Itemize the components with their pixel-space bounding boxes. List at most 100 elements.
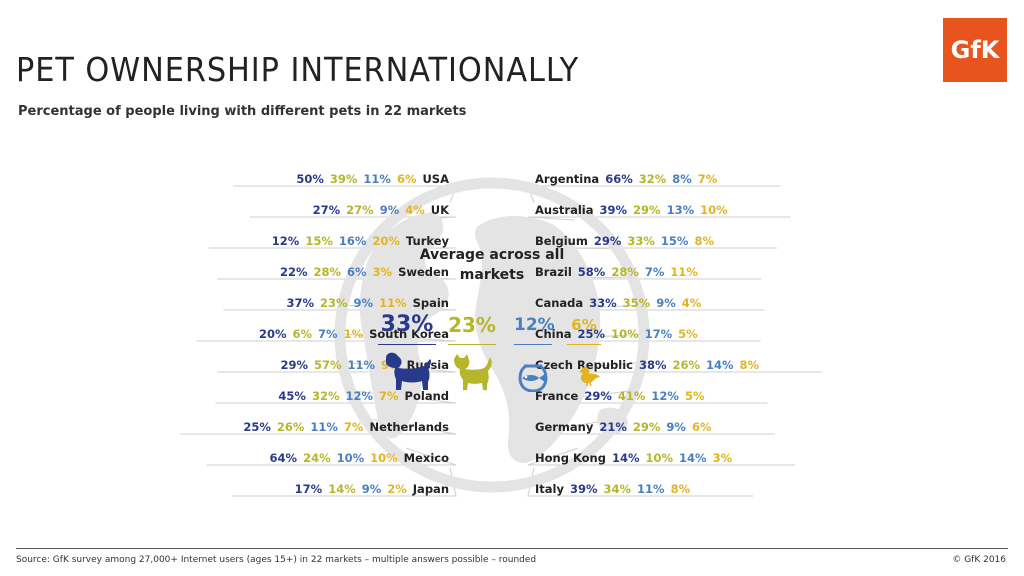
country-row-belgium: Belgium 29% 33% 15% 8% <box>532 232 717 250</box>
dog-value: 25% <box>243 420 271 434</box>
bird-value: 8% <box>670 482 691 496</box>
dog-value: 64% <box>269 451 298 465</box>
dog-value: 58% <box>577 265 606 279</box>
bird-value: 5% <box>678 327 698 341</box>
continent-americas <box>359 212 449 439</box>
dog-value: 29% <box>280 358 308 372</box>
cat-value: 26% <box>672 358 701 372</box>
fish-value: 10% <box>336 451 365 465</box>
fish-value: 12% <box>345 389 374 403</box>
cat-value: 14% <box>328 482 356 496</box>
cat-value: 32% <box>638 172 667 186</box>
country-name: Poland <box>404 389 449 403</box>
fish-value: 11% <box>310 420 338 434</box>
country-row-netherlands: 25% 26% 11% 7% Netherlands <box>240 418 452 436</box>
cat-value: 29% <box>632 420 661 434</box>
country-row-canada: Canada 33% 35% 9% 4% <box>532 294 704 312</box>
country-name: Sweden <box>398 265 449 279</box>
country-row-japan: 17% 14% 9% 2% Japan <box>292 480 452 498</box>
country-row-uk: 27% 27% 9% 4% UK <box>310 201 452 219</box>
row-baseline <box>206 447 457 466</box>
country-name: UK <box>430 203 449 217</box>
average-fish-value: 12% <box>514 314 555 335</box>
continent-islands <box>597 407 628 435</box>
dog-value: 14% <box>611 451 640 465</box>
country-name: USA <box>422 172 449 186</box>
cat-value: 34% <box>603 482 632 496</box>
country-row-spain: 37% 23% 9% 11% Spain <box>283 294 452 312</box>
dog-value: 38% <box>638 358 667 372</box>
average-bird-divider <box>567 344 601 345</box>
country-row-brazil: Brazil 58% 28% 7% 11% <box>532 263 701 281</box>
fish-value: 9% <box>656 296 676 310</box>
country-name: Brazil <box>535 265 572 279</box>
cat-value: 26% <box>276 420 305 434</box>
country-name: Hong Kong <box>535 451 606 465</box>
dog-value: 66% <box>605 172 633 186</box>
bird-value: 10% <box>370 451 398 465</box>
cat-value: 27% <box>346 203 374 217</box>
bird-value: 5% <box>684 389 705 403</box>
cat-value: 28% <box>611 265 639 279</box>
fish-value: 7% <box>318 327 338 341</box>
average-cat-value: 23% <box>448 313 496 337</box>
dog-value: 20% <box>258 327 287 341</box>
country-name: Germany <box>535 420 594 434</box>
logo-text: GfK <box>950 36 1000 64</box>
fish-value: 11% <box>363 172 391 186</box>
country-name: Japan <box>412 482 449 496</box>
fish-value: 16% <box>338 234 367 248</box>
bird-value: 7% <box>379 389 399 403</box>
dog-value: 17% <box>294 482 323 496</box>
gfk-logo: GfK <box>943 18 1007 82</box>
continent-europe-africa <box>475 216 601 463</box>
bird-icon <box>577 365 601 391</box>
country-name: China <box>535 327 572 341</box>
dog-value: 39% <box>569 482 598 496</box>
cat-value: 29% <box>633 203 661 217</box>
fish-value: 9% <box>353 296 374 310</box>
average-dog-value: 33% <box>380 312 434 337</box>
fish-value: 7% <box>644 265 665 279</box>
country-name: Mexico <box>403 451 449 465</box>
cat-value: 23% <box>320 296 348 310</box>
country-row-australia: Australia 39% 29% 13% 10% <box>532 201 731 219</box>
cat-value: 10% <box>645 451 674 465</box>
bird-value: 8% <box>694 234 714 248</box>
dog-value: 29% <box>593 234 622 248</box>
country-name: Turkey <box>405 234 449 248</box>
cat-value: 41% <box>617 389 646 403</box>
fish-value: 9% <box>666 420 686 434</box>
fish-value: 13% <box>666 203 695 217</box>
dog-value: 29% <box>584 389 612 403</box>
country-name: Netherlands <box>369 420 449 434</box>
bird-value: 11% <box>379 296 407 310</box>
fish-value: 6% <box>347 265 367 279</box>
bird-value: 4% <box>681 296 702 310</box>
country-row-usa: 50% 39% 11% 6% USA <box>293 170 452 188</box>
fish-value: 11% <box>347 358 376 372</box>
average-cat-divider <box>448 344 496 345</box>
country-row-sweden: 22% 28% 6% 3% Sweden <box>277 263 452 281</box>
cat-icon <box>452 353 494 395</box>
globe-ring <box>334 177 650 493</box>
country-row-france: France 29% 41% 12% 5% <box>532 387 707 405</box>
footer-divider <box>16 548 1008 549</box>
bird-value: 7% <box>343 420 364 434</box>
fish-value: 14% <box>679 451 707 465</box>
country-name: Canada <box>535 296 584 310</box>
cat-value: 35% <box>622 296 651 310</box>
average-bird-value: 6% <box>571 315 597 334</box>
row-baseline <box>527 216 791 221</box>
source-note: Source: GfK survey among 27,000+ Interne… <box>16 555 537 565</box>
country-name: Australia <box>535 203 594 217</box>
cat-value: 28% <box>313 265 341 279</box>
dog-icon <box>382 350 434 396</box>
fish-value: 11% <box>637 482 665 496</box>
country-name: Spain <box>412 296 449 310</box>
dog-value: 39% <box>599 203 628 217</box>
bird-value: 4% <box>405 203 425 217</box>
country-row-poland: 45% 32% 12% 7% Poland <box>275 387 452 405</box>
dog-value: 21% <box>599 420 627 434</box>
